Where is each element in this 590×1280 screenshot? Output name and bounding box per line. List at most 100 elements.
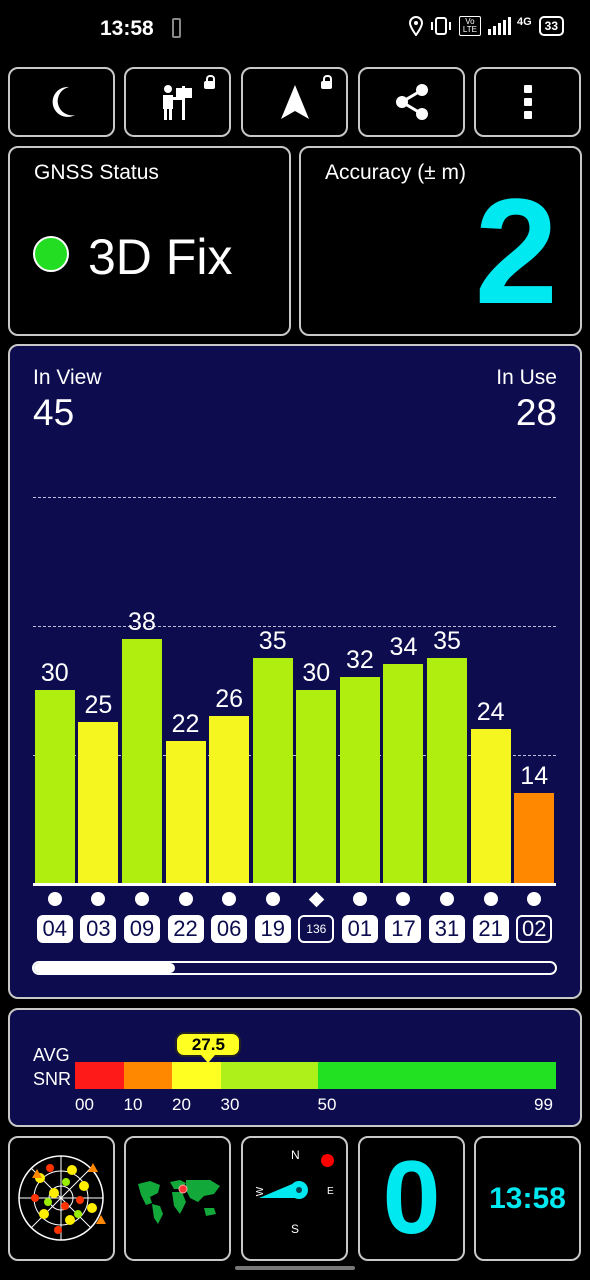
satellite-prn-label[interactable]: 136 [298,915,335,943]
satellite-prn-label[interactable]: 02 [516,915,553,943]
snr-value-label: 34 [389,633,418,662]
avg-label: AVG [33,1045,70,1065]
snr-value-label: 38 [128,607,156,636]
satellite-prn-label[interactable]: 06 [211,915,248,943]
navigation-button[interactable] [241,67,348,137]
satellite-prn-label[interactable]: 01 [341,915,378,943]
satellite-prn-label[interactable]: 19 [254,915,291,943]
gnss-status-title: GNSS Status [34,161,159,184]
snr-scale-segment [75,1062,124,1089]
snr-scale-segment [220,1062,318,1089]
satellite-prn-label[interactable]: 09 [123,915,160,943]
snr-bar [165,741,206,883]
snr-bar [296,690,337,883]
constellation-dot-icon [396,892,411,906]
share-icon [395,84,428,120]
snr-scale-segment [317,1062,556,1089]
gnss-status-tile[interactable]: GNSS Status 3D Fix [8,146,291,336]
snr-bar [34,690,75,883]
constellation-dot-icon [178,892,193,906]
satellite-prn-label[interactable]: 31 [429,915,466,943]
status-icons: Vo LTE 4G 33 [408,16,564,36]
constellation-dot-icon [91,892,106,906]
status-time: 13:58 [100,17,154,40]
compass-south-label: S [291,1222,300,1236]
snr-value-label: 30 [302,659,331,687]
speed-tile[interactable]: 0 [358,1136,465,1261]
4g-icon: 4G [516,16,532,28]
snr-scale-bar [75,1062,557,1089]
navigation-arrow-icon [280,85,309,119]
snr-bar [78,722,119,883]
snr-value-label: 32 [345,646,374,675]
snr-scale-segment [123,1062,172,1089]
snr-bar [121,638,162,883]
constellation-dot-icon [47,892,62,906]
avg-snr-value: 27.5 [175,1032,242,1057]
satellite-prn-label[interactable]: 17 [385,915,422,943]
snr-bar [470,728,511,883]
mark-location-button[interactable] [124,67,231,137]
snr-bar [427,657,468,883]
snr-bar [383,664,424,883]
accuracy-tile[interactable]: Accuracy (± m) 2 [299,146,582,336]
snr-value-label: 25 [84,691,113,720]
in-use-count: 28 [515,392,557,433]
snr-label: SNR [33,1069,72,1089]
compass-east-label: E [327,1186,334,1197]
accuracy-value: 2 [474,167,558,335]
satellite-prn-label[interactable]: 04 [36,915,73,943]
snr-bar-chart: 30 25 38 22 26 35 30 32 34 35 24 14 [33,497,556,883]
compass-needle-icon [259,1181,308,1199]
satellite-snr-panel[interactable] [8,344,582,999]
in-view-count: 45 [33,392,75,433]
satellite-prn-label[interactable]: 03 [80,915,117,943]
more-options-button[interactable] [474,67,581,137]
constellation-dot-icon [134,892,149,906]
satellite-prn-label[interactable]: 21 [472,915,509,943]
chart-scrollbar[interactable] [32,961,557,975]
speed-value: 0 [382,1140,441,1256]
snr-value-label: 24 [476,697,505,726]
scrollbar-thumb[interactable] [34,963,175,973]
snr-bar [252,657,293,883]
snr-value-label: 14 [520,761,549,790]
home-indicator[interactable] [235,1266,355,1270]
snr-bar [339,677,380,883]
snr-bar [209,715,250,883]
snr-scale-segment [172,1062,221,1089]
compass-tile[interactable]: N E S W [241,1136,348,1261]
signal-icon [487,17,511,35]
avg-snr-pointer [201,1055,216,1063]
grid-line [33,626,556,627]
compass-target-dot [321,1154,334,1167]
grid-line [33,497,556,498]
snr-scale-tick-label: 20 [172,1095,191,1114]
constellation-dot-icon [440,892,455,906]
snr-scale-tick-label: 99 [534,1095,553,1114]
sky-plot-icon [18,1155,106,1241]
world-map-tile[interactable] [124,1136,231,1261]
snr-scale-tick-label: 50 [317,1095,337,1114]
night-mode-button[interactable] [8,67,115,137]
chart-baseline [33,883,556,886]
clock-value: 13:58 [489,1182,566,1215]
snr-value-label: 35 [258,626,287,655]
constellation-dot-icon [265,892,280,906]
snr-scale-tick-label: 10 [123,1095,143,1114]
in-use-label: In Use [496,366,557,389]
sky-plot-tile[interactable] [8,1136,115,1261]
constellation-dot-icon [352,892,367,906]
share-button[interactable] [358,67,465,137]
accuracy-title: Accuracy (± m) [325,161,467,184]
satellite-prn-label[interactable]: 22 [167,915,204,943]
marker-row [33,891,556,908]
snr-scale-tick-label: 00 [75,1095,94,1114]
lock-icon [321,75,332,89]
grid-line [33,755,556,756]
constellation-dot-icon [222,892,237,906]
clock-tile[interactable]: 13:58 [474,1136,581,1261]
prn-row: 04 03 09 22 06 19 136 01 17 31 21 02 [33,915,556,945]
in-view-label: In View [33,366,102,389]
constellation-diamond-icon [308,891,325,908]
